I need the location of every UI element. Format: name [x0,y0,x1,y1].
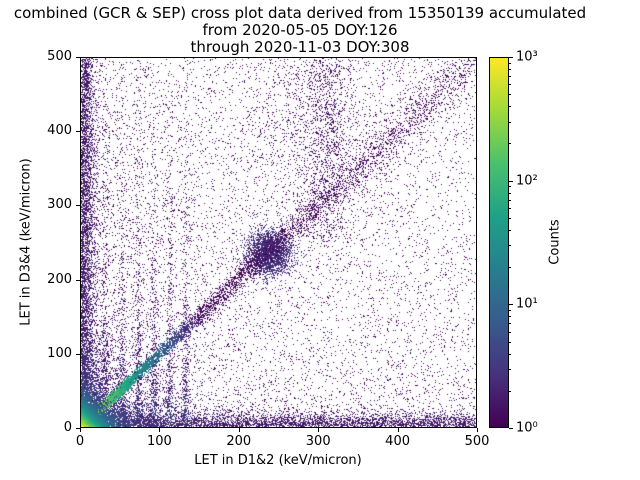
colorbar-minor-tick-mark [509,76,511,78]
colorbar-tick-mark [509,304,513,306]
x-tick-mark [318,428,320,432]
chart-title-line-1: combined (GCR & SEP) cross plot data der… [13,4,587,22]
colorbar-minor-tick-mark [509,316,511,318]
colorbar-minor-tick-mark [509,323,511,325]
colorbar-minor-tick-mark [509,368,511,370]
colorbar-minor-tick-mark [509,84,511,86]
x-tick-label: 200 [226,434,252,449]
colorbar-minor-tick-mark [509,94,511,96]
colorbar-minor-tick-mark [509,68,511,70]
colorbar-minor-tick-mark [509,186,511,188]
colorbar-minor-tick-mark [509,199,511,201]
y-axis-label: LET in D3&4 (keV/micron) [18,158,34,326]
x-tick-mark [159,428,161,432]
scatter-density-canvas [81,58,476,427]
colorbar-minor-tick-mark [509,229,511,231]
colorbar-minor-tick-mark [509,192,511,194]
colorbar-minor-tick-mark [509,121,511,123]
colorbar-tick-mark [509,57,513,58]
x-tick-label: 0 [75,434,85,449]
colorbar-minor-tick-mark [509,208,511,210]
x-tick-label: 300 [305,434,331,449]
x-tick-label: 500 [464,434,490,449]
colorbar-gradient [490,58,508,427]
x-tick-label: 400 [385,434,411,449]
x-tick-mark [80,428,81,432]
y-tick-label: 400 [47,123,72,139]
colorbar-minor-tick-mark [509,353,511,355]
colorbar-minor-tick-mark [509,390,511,392]
x-tick-mark [238,428,240,432]
colorbar-minor-tick-mark [509,217,511,219]
colorbar-minor-tick-mark [509,62,511,64]
plot-area [80,57,477,428]
colorbar-tick-label: 10³ [516,49,538,65]
colorbar-minor-tick-mark [509,331,511,333]
x-tick-label: 100 [146,434,172,449]
colorbar-minor-tick-mark [509,341,511,343]
y-tick-label: 300 [47,197,72,213]
colorbar-tick-label: 10¹ [516,296,538,312]
y-tick-label: 0 [63,420,72,435]
colorbar-minor-tick-mark [509,267,511,269]
colorbar-tick-mark [509,428,513,429]
chart-title-line-3: through 2020-11-03 DOY:308 [190,38,410,56]
y-tick-mark [76,428,80,429]
x-tick-mark [477,428,478,432]
colorbar-minor-tick-mark [509,143,511,145]
colorbar-label: Counts [547,219,563,265]
colorbar-tick-label: 10² [516,173,538,189]
chart-title-line-2: from 2020-05-05 DOY:126 [202,21,398,39]
colorbar-tick-label: 10⁰ [516,420,538,436]
colorbar-minor-tick-mark [509,245,511,247]
colorbar [489,57,509,428]
x-axis-label: LET in D1&2 (keV/micron) [194,453,362,468]
colorbar-tick-mark [509,180,513,182]
x-tick-mark [397,428,399,432]
colorbar-minor-tick-mark [509,106,511,108]
y-tick-label: 200 [47,271,72,287]
y-tick-label: 500 [47,49,72,64]
colorbar-minor-tick-mark [509,309,511,311]
y-tick-label: 100 [47,345,72,361]
